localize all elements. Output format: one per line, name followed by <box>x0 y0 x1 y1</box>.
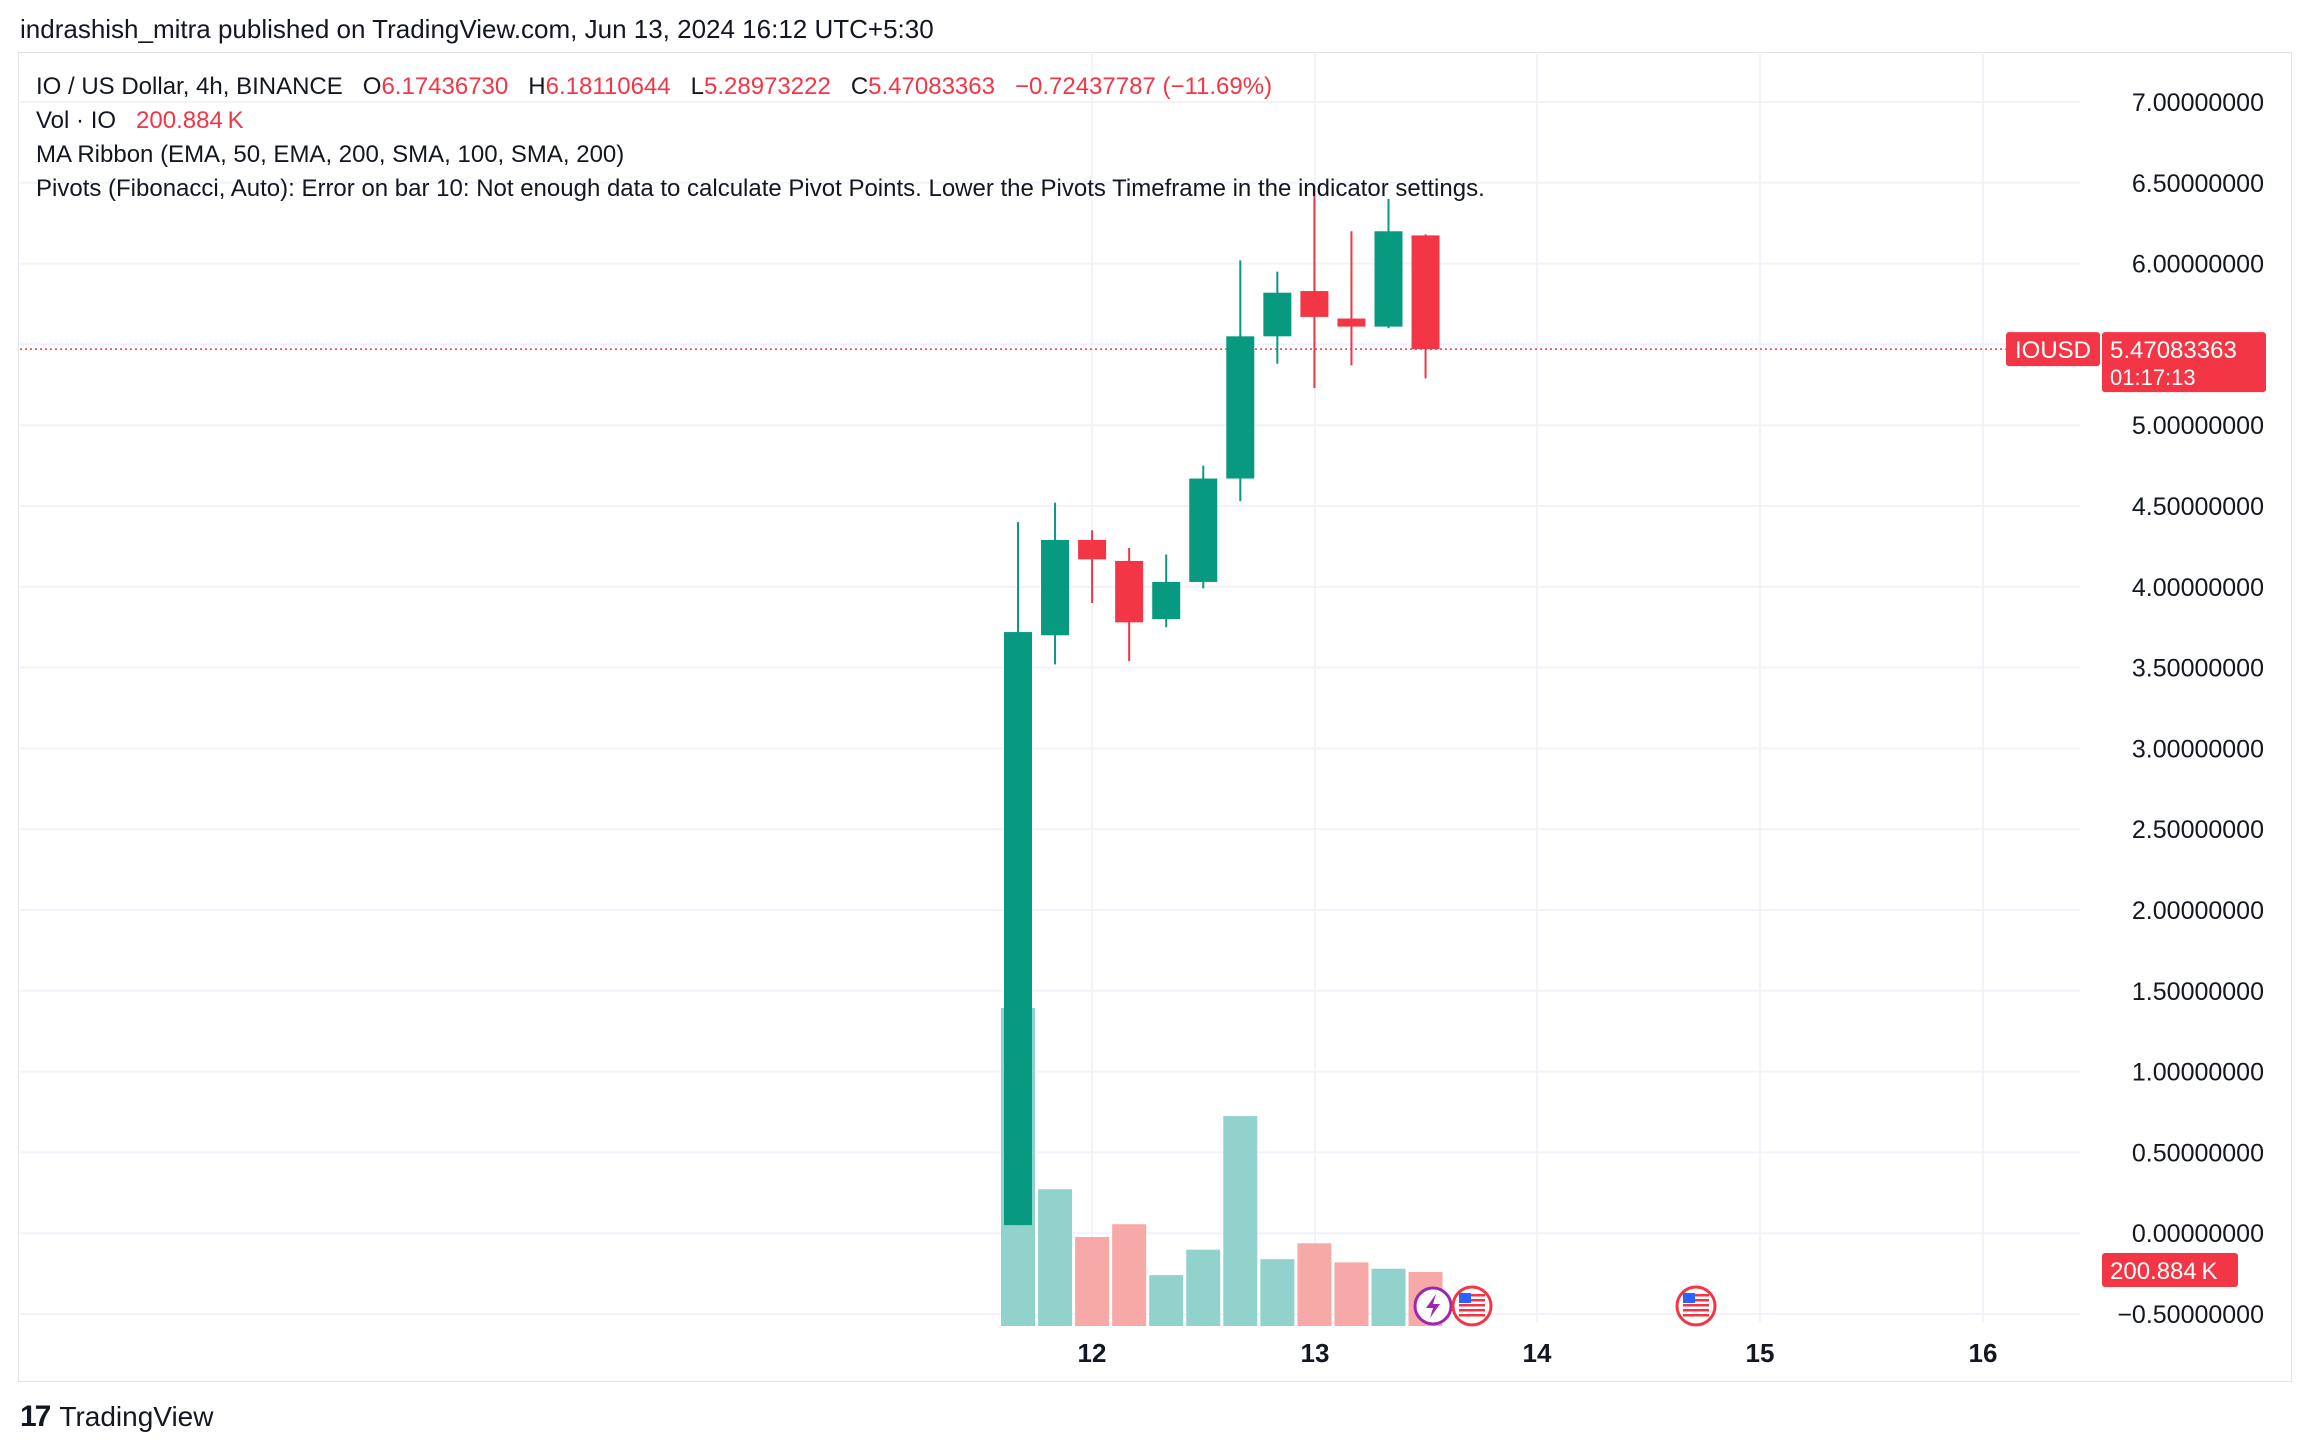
candle-body[interactable] <box>1078 539 1107 560</box>
candle-body[interactable] <box>1226 336 1255 479</box>
close-value: 5.47083363 <box>868 73 995 100</box>
chart-frame <box>18 52 2292 1382</box>
volume-bar[interactable] <box>1149 1275 1184 1326</box>
low-label: L <box>690 73 704 100</box>
volume-tag-bg[interactable] <box>2102 1253 2238 1287</box>
pivots-legend[interactable]: Pivots (Fibonacci, Auto): Error on bar 1… <box>36 175 1485 202</box>
flag-stripe <box>1459 1314 1485 1317</box>
volume-bar[interactable] <box>1260 1259 1295 1326</box>
us-flag-event-icon[interactable] <box>1675 1285 1717 1327</box>
ma-ribbon-legend[interactable]: MA Ribbon (EMA, 50, EMA, 200, SMA, 100, … <box>36 141 625 168</box>
ohlc-legend: IO / US Dollar, 4h, BINANCE O6.17436730 … <box>36 70 1485 104</box>
flag-canton <box>1683 1293 1695 1303</box>
x-tick-label: 14 <box>1523 1338 1552 1368</box>
y-tick-label: 4.00000000 <box>2132 574 2264 602</box>
volume-bar[interactable] <box>1297 1243 1332 1326</box>
y-tick-label: 6.50000000 <box>2132 170 2264 198</box>
y-tick-label: −0.50000000 <box>2117 1301 2264 1329</box>
price-tag-price: 5.47083363 <box>2110 337 2237 364</box>
y-tick-label: 6.00000000 <box>2132 251 2264 279</box>
lightning-icon-bolt <box>1426 1294 1440 1318</box>
candle-body[interactable] <box>1411 235 1440 350</box>
flag-canton <box>1459 1293 1471 1303</box>
open-value: 6.17436730 <box>381 73 509 100</box>
y-tick-label: 7.00000000 <box>2132 89 2264 117</box>
tradingview-logo-icon: 17 <box>20 1400 51 1433</box>
close-label: C <box>850 73 869 100</box>
y-tick-label: 4.50000000 <box>2132 493 2264 521</box>
price-tag-countdown: 01:17:13 <box>2110 365 2196 390</box>
volume-value: 200.884 K <box>136 107 244 134</box>
volume-bar[interactable] <box>1075 1236 1110 1326</box>
flag-stripe <box>1683 1299 1709 1302</box>
low-value: 5.28973222 <box>704 73 831 100</box>
volume-label: Vol · IO <box>36 107 117 134</box>
tradingview-logo[interactable]: 17 TradingView <box>20 1400 213 1434</box>
x-tick-label: 16 <box>1969 1338 1998 1368</box>
volume-bar[interactable] <box>1223 1116 1258 1326</box>
publisher-header: indrashish_mitra published on TradingVie… <box>20 14 934 44</box>
y-tick-label: 0.00000000 <box>2132 1220 2264 1248</box>
y-tick-label: 2.50000000 <box>2132 816 2264 844</box>
y-tick-label: 0.50000000 <box>2132 1139 2264 1167</box>
high-value: 6.18110644 <box>545 73 671 100</box>
flag-stripe <box>1459 1294 1485 1297</box>
tradingview-brand: TradingView <box>59 1401 214 1432</box>
y-tick-label: 1.50000000 <box>2132 978 2264 1006</box>
volume-bar[interactable] <box>1186 1249 1221 1326</box>
volume-bar[interactable] <box>1334 1262 1369 1326</box>
x-tick-label: 13 <box>1301 1338 1330 1368</box>
y-tick-label: 1.00000000 <box>2132 1059 2264 1087</box>
lightning-event-icon[interactable] <box>1413 1286 1453 1326</box>
candle-body[interactable] <box>1041 539 1070 636</box>
open-label: O <box>362 73 382 100</box>
y-tick-label: 2.00000000 <box>2132 897 2264 925</box>
symbol-tag-text: IOUSD <box>2015 337 2091 364</box>
us-flag-event-icon[interactable] <box>1451 1285 1493 1327</box>
y-tick-label: 3.00000000 <box>2132 735 2264 763</box>
flag-stripe <box>1683 1304 1709 1307</box>
candle-body[interactable] <box>1300 291 1329 317</box>
change-value: −0.72437787 (−11.69%) <box>1014 73 1273 100</box>
flag-stripe <box>1459 1299 1485 1302</box>
candle-body[interactable] <box>1004 632 1032 1226</box>
x-tick-label: 12 <box>1078 1338 1107 1368</box>
flag-stripe <box>1683 1309 1709 1312</box>
volume-bar[interactable] <box>1112 1224 1147 1326</box>
y-tick-label: 5.00000000 <box>2132 412 2264 440</box>
volume-bar[interactable] <box>1371 1268 1406 1326</box>
flag-stripe <box>1459 1304 1485 1307</box>
flag-stripe <box>1459 1309 1485 1312</box>
flag-stripe <box>1683 1314 1709 1317</box>
candle-body[interactable] <box>1115 560 1144 623</box>
flag-stripe <box>1683 1294 1709 1297</box>
candle-body[interactable] <box>1263 292 1292 337</box>
volume-bar[interactable] <box>1038 1189 1073 1326</box>
candle-body[interactable] <box>1152 581 1181 620</box>
volume-tag-text: 200.884 K <box>2110 1258 2218 1285</box>
volume-legend[interactable]: Vol · IO 200.884 K <box>36 104 1485 138</box>
y-tick-label: 3.50000000 <box>2132 655 2264 683</box>
x-tick-label: 15 <box>1746 1338 1775 1368</box>
candle-body[interactable] <box>1374 231 1403 327</box>
symbol-title[interactable]: IO / US Dollar, 4h, BINANCE <box>36 73 343 100</box>
candle-body[interactable] <box>1189 478 1218 582</box>
price-tag-bg[interactable] <box>2102 332 2266 393</box>
chart-legend: IO / US Dollar, 4h, BINANCE O6.17436730 … <box>36 70 1485 206</box>
symbol-tag-bg[interactable] <box>2006 332 2100 367</box>
high-label: H <box>528 73 546 100</box>
candle-body[interactable] <box>1337 318 1366 327</box>
